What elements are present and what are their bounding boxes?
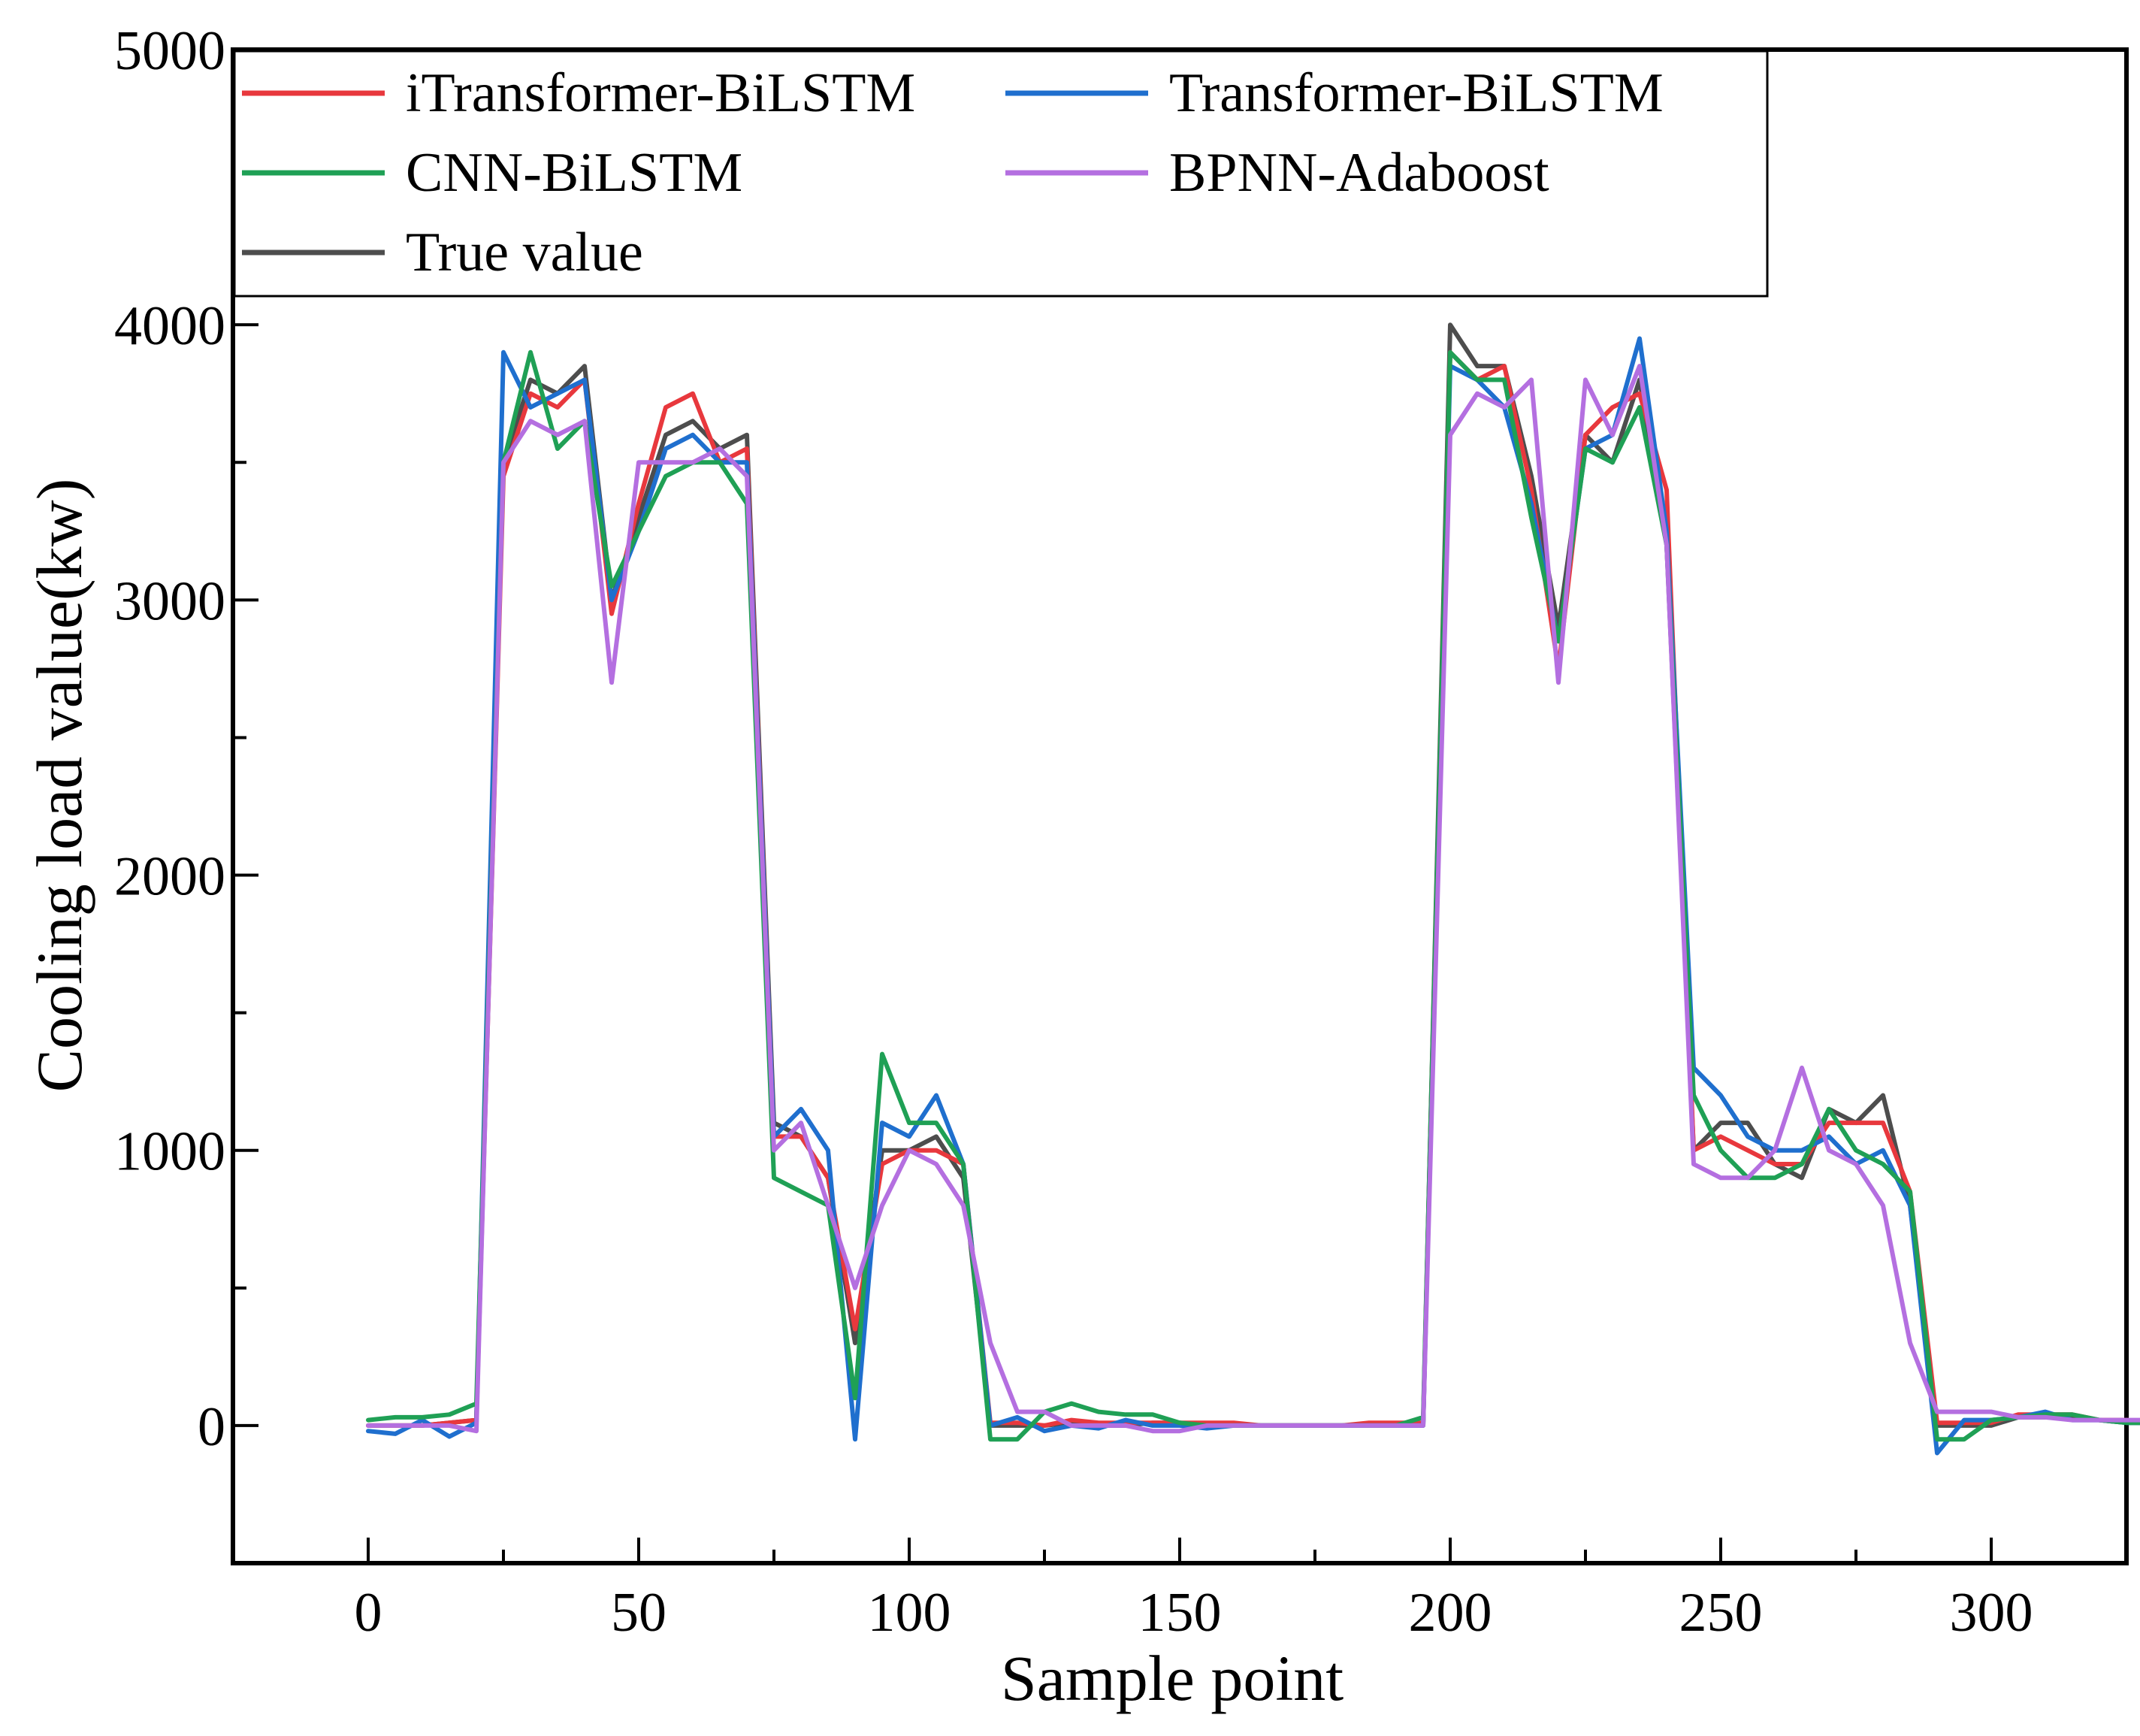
y-axis-title: Cooling load value(kw) xyxy=(23,479,95,1093)
x-tick-label: 50 xyxy=(611,1582,666,1644)
legend: iTransformer-BiLSTM Transformer-BiLSTM CNN… xyxy=(233,50,1769,298)
x-tick-label: 300 xyxy=(1950,1582,2033,1644)
y-tick-label: 1000 xyxy=(114,1121,225,1183)
y-tick-label: 0 xyxy=(198,1396,225,1458)
x-axis: 0 50 100 150 200 250 300 xyxy=(355,1538,2033,1644)
legend-label: True value xyxy=(406,222,643,283)
series-line xyxy=(366,336,2140,1456)
legend-label: iTransformer-BiLSTM xyxy=(406,62,915,124)
y-tick-label: 2000 xyxy=(114,846,225,908)
series-line xyxy=(366,349,2140,1428)
series-layer xyxy=(366,322,2140,1456)
x-tick-label: 250 xyxy=(1679,1582,1763,1644)
y-tick-label: 3000 xyxy=(114,570,225,632)
y-axis: 0 1000 2000 3000 4000 5000 xyxy=(114,20,258,1458)
x-tick-label: 200 xyxy=(1409,1582,1492,1644)
legend-label: Transformer-BiLSTM xyxy=(1169,62,1664,124)
legend-label: BPNN-Adaboost xyxy=(1169,142,1549,204)
y-tick-label: 5000 xyxy=(114,20,225,82)
legend-items: iTransformer-BiLSTM Transformer-BiLSTM CNN… xyxy=(242,62,1664,283)
x-tick-label: 150 xyxy=(1138,1582,1222,1644)
series-line xyxy=(366,364,2140,1434)
legend-box xyxy=(233,50,1769,298)
series-line xyxy=(366,349,2140,1442)
y-tick-label: 4000 xyxy=(114,295,225,357)
x-tick-label: 0 xyxy=(355,1582,382,1644)
x-axis-title: Sample point xyxy=(1001,1642,1344,1714)
x-tick-label: 100 xyxy=(868,1582,951,1644)
legend-label: CNN-BiLSTM xyxy=(406,142,742,204)
